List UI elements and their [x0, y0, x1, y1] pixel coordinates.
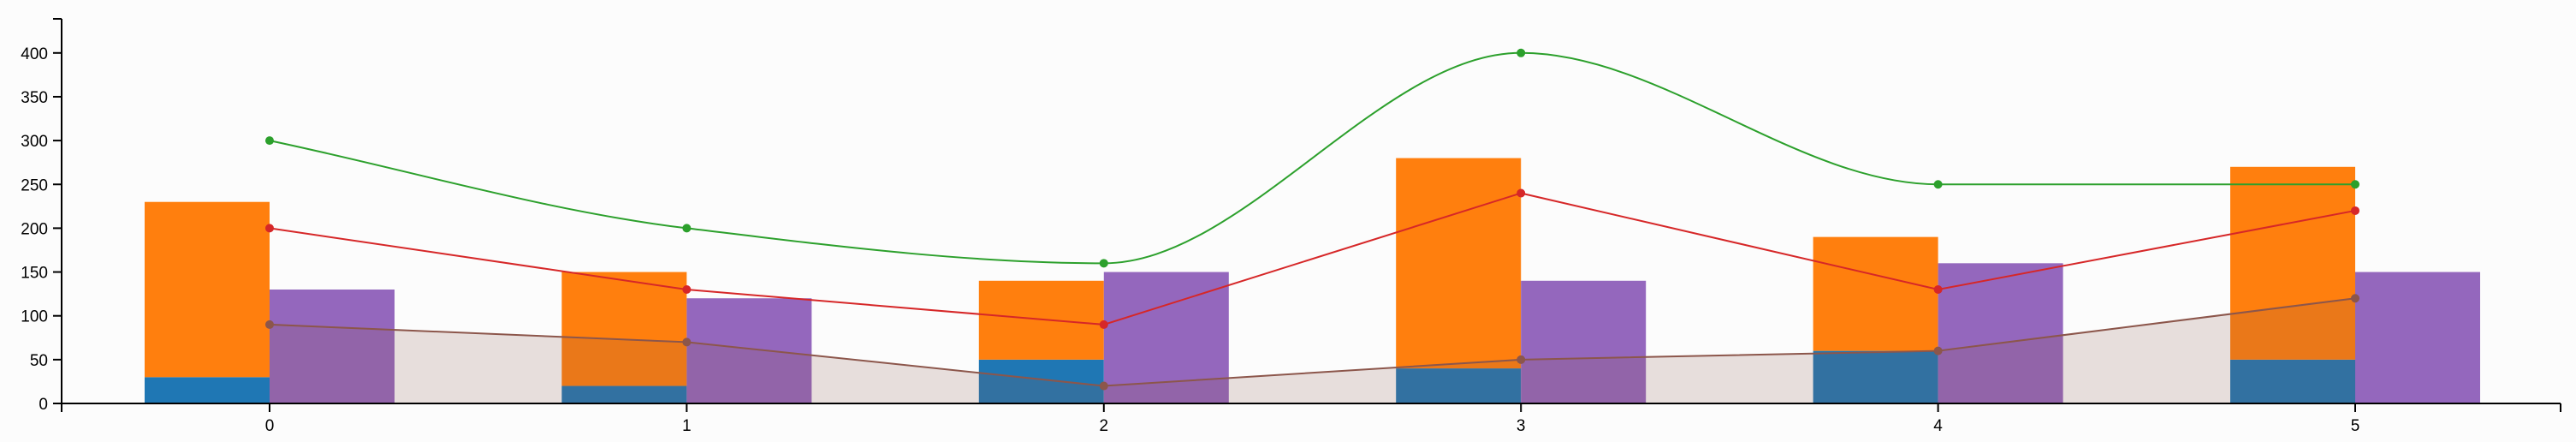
line-point-0-4 [1933, 285, 1943, 295]
stacked-bar-s1-2 [978, 280, 1104, 360]
area-point-4 [1933, 346, 1943, 355]
line-point-0-0 [265, 224, 274, 233]
area-point-3 [1517, 355, 1526, 364]
line-point-1-5 [2351, 180, 2359, 189]
side-bar-5 [2355, 272, 2480, 403]
bars-layer [145, 158, 2480, 403]
line-series-1 [269, 51, 2355, 265]
stacked-bar-s0-1 [561, 385, 687, 403]
line-point-1-0 [265, 136, 274, 146]
y-tick-label-2: 100 [21, 308, 48, 326]
area-point-2 [1099, 381, 1108, 391]
stacked-bar-s1-5 [2230, 166, 2355, 360]
x-tick-label-5: 5 [2351, 417, 2360, 435]
y-tick-label-3: 150 [21, 265, 48, 283]
line-point-1-4 [1933, 180, 1943, 189]
line-point-1-2 [1099, 259, 1108, 268]
side-bar-1 [686, 298, 812, 403]
y-tick-label-8: 400 [21, 45, 48, 63]
stacked-bar-s0-4 [1813, 350, 1938, 403]
side-bar-4 [1938, 263, 2063, 403]
y-tick-label-4: 200 [21, 220, 48, 238]
area-point-1 [682, 337, 691, 347]
area-line [269, 297, 2356, 387]
area-fill [270, 298, 2355, 403]
stacked-bar-s0-3 [1396, 368, 1522, 403]
stacked-bar-s1-1 [561, 272, 687, 386]
x-tick-label-3: 3 [1517, 417, 1526, 435]
line-point-0-2 [1099, 320, 1108, 329]
line-series-0 [269, 192, 2356, 326]
line-point-0-1 [682, 285, 691, 295]
line-point-1-1 [682, 224, 691, 233]
x-tick-label-0: 0 [265, 417, 275, 435]
area-layer [265, 294, 2359, 403]
stacked-bar-s0-2 [978, 359, 1104, 403]
stacked-bar-s1-0 [145, 201, 270, 378]
x-tick-label-1: 1 [682, 417, 691, 435]
line-point-0-3 [1517, 188, 1526, 198]
stacked-bar-s1-3 [1396, 158, 1522, 369]
side-bar-3 [1521, 280, 1647, 403]
line-point-0-5 [2351, 206, 2359, 215]
x-tick-label-4: 4 [1933, 417, 1943, 435]
stacked-bar-s1-4 [1813, 236, 1938, 351]
y-tick-label-1: 50 [30, 352, 48, 370]
lines-layer [265, 48, 2359, 329]
y-tick-label-7: 350 [21, 89, 48, 107]
area-point-5 [2351, 294, 2359, 303]
x-tick-label-2: 2 [1100, 417, 1109, 435]
y-tick-label-6: 300 [21, 133, 48, 151]
stacked-bar-s0-0 [145, 377, 270, 403]
area-point-0 [265, 320, 274, 329]
stacked-bar-s0-5 [2230, 359, 2355, 403]
axes-layer: 0 50 100 150 200 250 300 350 400 0 1 2 3 4 5 [21, 18, 2561, 435]
side-bar-0 [270, 290, 395, 403]
line-point-1-3 [1517, 48, 1526, 57]
y-tick-label-5: 250 [21, 176, 48, 194]
y-tick-label-0: 0 [39, 396, 48, 414]
